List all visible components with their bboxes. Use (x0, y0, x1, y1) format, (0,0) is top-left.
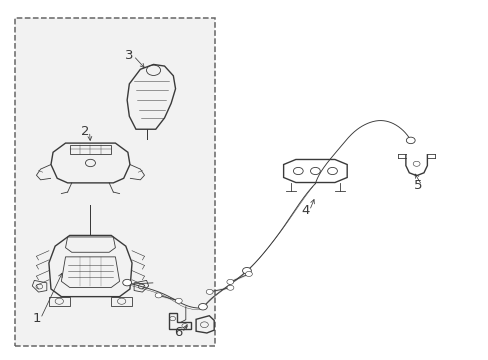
Circle shape (226, 279, 233, 284)
Circle shape (175, 298, 182, 303)
Bar (49, 297, 69, 306)
Circle shape (206, 289, 213, 294)
Text: 4: 4 (301, 204, 309, 217)
Text: 3: 3 (125, 49, 134, 62)
Text: 6: 6 (174, 327, 183, 339)
Circle shape (155, 293, 162, 298)
Circle shape (245, 271, 252, 276)
Circle shape (406, 137, 414, 144)
Bar (69, 145, 111, 154)
Circle shape (242, 267, 251, 274)
Text: 2: 2 (81, 125, 90, 138)
Circle shape (198, 303, 207, 310)
Bar (15, 18, 215, 346)
Bar (111, 297, 132, 306)
Circle shape (226, 285, 233, 290)
Text: 1: 1 (32, 312, 41, 325)
Circle shape (122, 279, 131, 286)
Text: 5: 5 (413, 179, 422, 192)
